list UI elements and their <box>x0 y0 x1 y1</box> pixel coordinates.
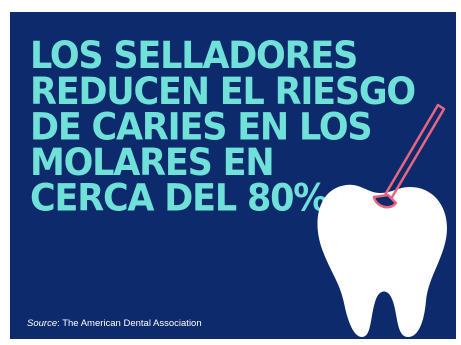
brush-icon <box>372 103 446 209</box>
headline-line-5: CERCA DEL 80% <box>30 177 328 221</box>
headline-line-3: DE CARIES EN LOS <box>30 105 373 150</box>
headline-line-1: LOS SELLADORES <box>30 34 358 78</box>
tooth-icon <box>317 184 447 337</box>
tooth-illustration <box>317 103 447 337</box>
headline: LOS SELLADORES REDUCEN EL RIESGO DE CARI… <box>30 34 416 221</box>
headline-line-4: MOLARES EN <box>30 141 275 185</box>
source-text: : The American Dental Association <box>57 318 202 329</box>
infographic-card: LOS SELLADORES REDUCEN EL RIESGO DE CARI… <box>10 12 456 339</box>
headline-line-2: REDUCEN EL RIESGO <box>30 70 416 114</box>
source-label: Source <box>27 318 58 329</box>
source-note: Source: The American Dental Association <box>27 318 202 329</box>
